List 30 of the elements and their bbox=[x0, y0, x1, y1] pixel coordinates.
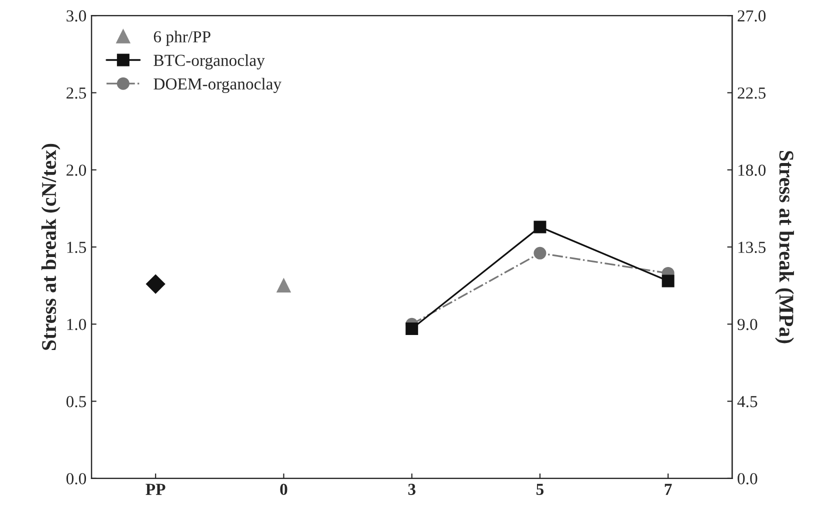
point bbox=[534, 246, 546, 260]
y2-tick-label: 9.0 bbox=[738, 318, 758, 330]
legend-label: DOEM-organoclay bbox=[154, 78, 282, 94]
point bbox=[146, 274, 166, 294]
x-tick-label: 3 bbox=[408, 484, 416, 495]
y-tick-label: 1.0 bbox=[67, 318, 86, 330]
y-tick-label: 1.5 bbox=[67, 242, 86, 254]
point bbox=[662, 274, 674, 288]
y-tick-label: 0.0 bbox=[66, 473, 86, 484]
x-tick-label: 5 bbox=[536, 484, 544, 495]
y-tick-label: 3.0 bbox=[66, 10, 86, 22]
point bbox=[276, 278, 291, 293]
x-tick-label: 0 bbox=[280, 484, 288, 495]
x-tick-label: PP bbox=[146, 484, 166, 495]
legend-label: BTC-organoclay bbox=[154, 54, 265, 70]
y2-tick-label: 22.5 bbox=[738, 87, 766, 99]
y-tick-label: 2.5 bbox=[66, 87, 86, 99]
y2-tick-label: 18.0 bbox=[738, 164, 766, 176]
legend-label: 6 phr/PP bbox=[154, 30, 210, 46]
point bbox=[406, 322, 418, 336]
y2-tick-label: 27.0 bbox=[738, 10, 766, 22]
x-tick-label: 7 bbox=[664, 484, 672, 495]
y2-tick-label: 4.5 bbox=[737, 396, 758, 408]
y2-tick-label: 0.0 bbox=[738, 473, 758, 484]
y-tick-label: 0.5 bbox=[66, 396, 86, 408]
y-tick-label: 2.0 bbox=[66, 164, 86, 176]
y2-tick-label: 13.5 bbox=[738, 242, 766, 254]
y2-axis-title: Stress at break (MPa) bbox=[775, 150, 794, 344]
y-axis-title: Stress at break (cN/tex) bbox=[41, 144, 60, 350]
point bbox=[534, 220, 546, 234]
